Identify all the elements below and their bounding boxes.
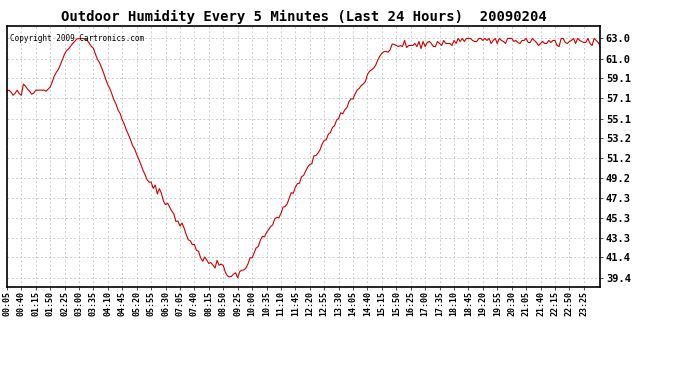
Text: Outdoor Humidity Every 5 Minutes (Last 24 Hours)  20090204: Outdoor Humidity Every 5 Minutes (Last 2… [61,9,546,24]
Text: Copyright 2009 Cartronics.com: Copyright 2009 Cartronics.com [10,34,144,43]
